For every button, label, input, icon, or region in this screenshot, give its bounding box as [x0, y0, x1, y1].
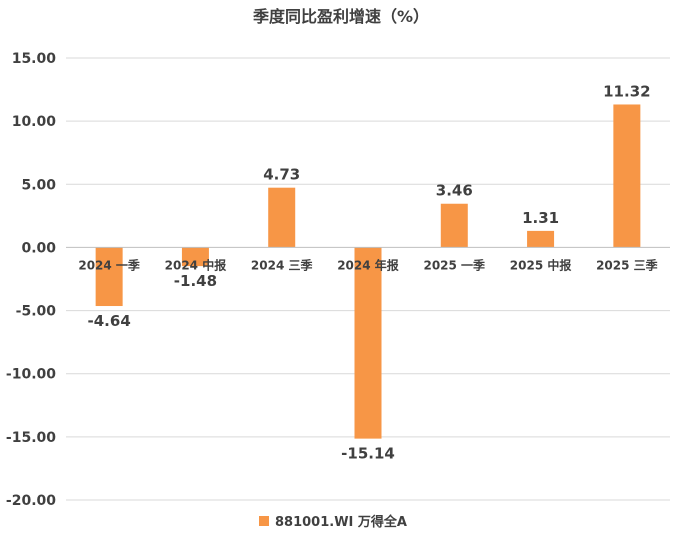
y-tick-label: -20.00: [6, 493, 56, 509]
data-label: -1.48: [174, 272, 217, 290]
y-tick-label: 10.00: [12, 114, 57, 130]
y-tick-label: 5.00: [21, 177, 56, 193]
x-axis-tick-labels: 2024 一季 2024 中报 2024 三季 2024 年报 2025 一季 2025 …: [78, 257, 658, 272]
bar: [613, 104, 641, 248]
bar: [527, 230, 555, 248]
y-tick-label: 0.00: [21, 240, 56, 256]
x-tick-label: 2025 中报: [510, 257, 572, 272]
bar: [440, 203, 468, 248]
y-axis-tick-labels: 15.00 10.00 5.00 0.00 -5.00 -10.00 -15.00 -20.0…: [6, 51, 56, 509]
bar: [354, 247, 382, 439]
legend: 881001.WI 万得全A: [259, 514, 407, 530]
bar: [95, 247, 123, 307]
y-tick-label: -10.00: [6, 367, 56, 383]
chart-title: 季度同比盈利增速（%）: [252, 7, 429, 26]
data-labels: -4.64 -1.48 4.73 -15.14 3.46 1.31 11.32: [88, 82, 651, 462]
x-tick-label: 2025 一季: [423, 257, 486, 272]
legend-label: 881001.WI 万得全A: [275, 514, 407, 530]
bar: [268, 187, 296, 248]
x-tick-label: 2024 年报: [337, 257, 399, 272]
x-tick-label: 2024 一季: [78, 257, 141, 272]
data-label: -4.64: [88, 312, 131, 330]
bars: [95, 104, 641, 439]
data-label: 3.46: [436, 182, 473, 200]
y-tick-label: -5.00: [16, 304, 57, 320]
bar: [181, 247, 209, 267]
legend-swatch: [259, 516, 269, 526]
x-tick-label: 2025 三季: [596, 257, 659, 272]
y-tick-label: -15.00: [6, 430, 56, 446]
data-label: 11.32: [603, 82, 650, 100]
y-tick-label: 15.00: [12, 51, 57, 67]
x-tick-label: 2024 中报: [165, 257, 227, 272]
data-label: 4.73: [263, 166, 300, 184]
data-label: 1.31: [522, 209, 559, 227]
data-label: -15.14: [341, 445, 395, 463]
x-tick-label: 2024 三季: [251, 257, 314, 272]
